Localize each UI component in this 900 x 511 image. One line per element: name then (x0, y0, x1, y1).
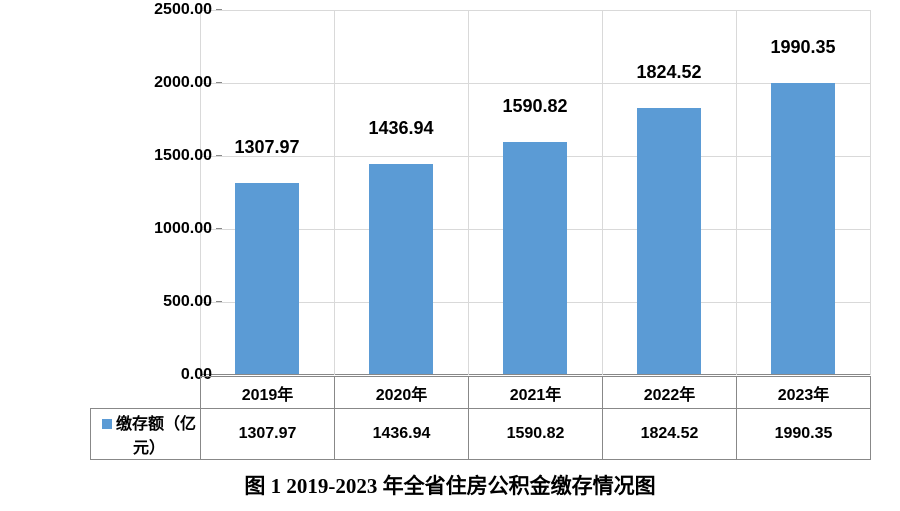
figure-caption: 图 1 2019-2023 年全省住房公积金缴存情况图 (0, 470, 900, 500)
bar-value-label: 1436.94 (368, 118, 433, 139)
table-corner (91, 377, 201, 409)
category-cell: 2022年 (603, 377, 737, 409)
x-gridline (870, 10, 871, 375)
x-gridline (602, 10, 603, 375)
bar (637, 108, 701, 374)
value-cell: 1436.94 (335, 409, 469, 460)
value-cell: 1824.52 (603, 409, 737, 460)
series-label: 缴存额（亿元） (116, 416, 196, 457)
value-cell: 1590.82 (469, 409, 603, 460)
x-gridline (468, 10, 469, 375)
y-tick-label: 1500.00 (154, 147, 222, 165)
value-cell: 1307.97 (201, 409, 335, 460)
legend-swatch (102, 419, 112, 429)
bar-value-label: 1990.35 (770, 37, 835, 58)
category-cell: 2021年 (469, 377, 603, 409)
plot-area: 1307.97 1436.94 1590.82 1824.52 1990.35 (200, 10, 870, 375)
data-table: 2019年2020年2021年2022年2023年缴存额（亿元）1307.971… (90, 376, 871, 460)
category-cell: 2023年 (737, 377, 871, 409)
value-cell: 1990.35 (737, 409, 871, 460)
y-tick-label: 1000.00 (154, 220, 222, 238)
bar-value-label: 1590.82 (502, 96, 567, 117)
x-gridline (200, 10, 201, 375)
series-legend-cell: 缴存额（亿元） (91, 409, 201, 460)
bar-value-label: 1824.52 (636, 62, 701, 83)
chart-container: 1307.971436.941590.821824.521990.35 0.00… (0, 0, 900, 460)
bar (235, 183, 299, 374)
category-cell: 2020年 (335, 377, 469, 409)
bar (369, 164, 433, 374)
bar-value-label: 1307.97 (234, 137, 299, 158)
y-tick-label: 500.00 (163, 293, 222, 311)
y-tick-label: 2500.00 (154, 1, 222, 19)
bar (503, 142, 567, 374)
gridline (200, 83, 870, 84)
bar (771, 83, 835, 374)
y-tick-label: 2000.00 (154, 74, 222, 92)
gridline (200, 10, 870, 11)
category-cell: 2019年 (201, 377, 335, 409)
x-gridline (736, 10, 737, 375)
x-gridline (334, 10, 335, 375)
